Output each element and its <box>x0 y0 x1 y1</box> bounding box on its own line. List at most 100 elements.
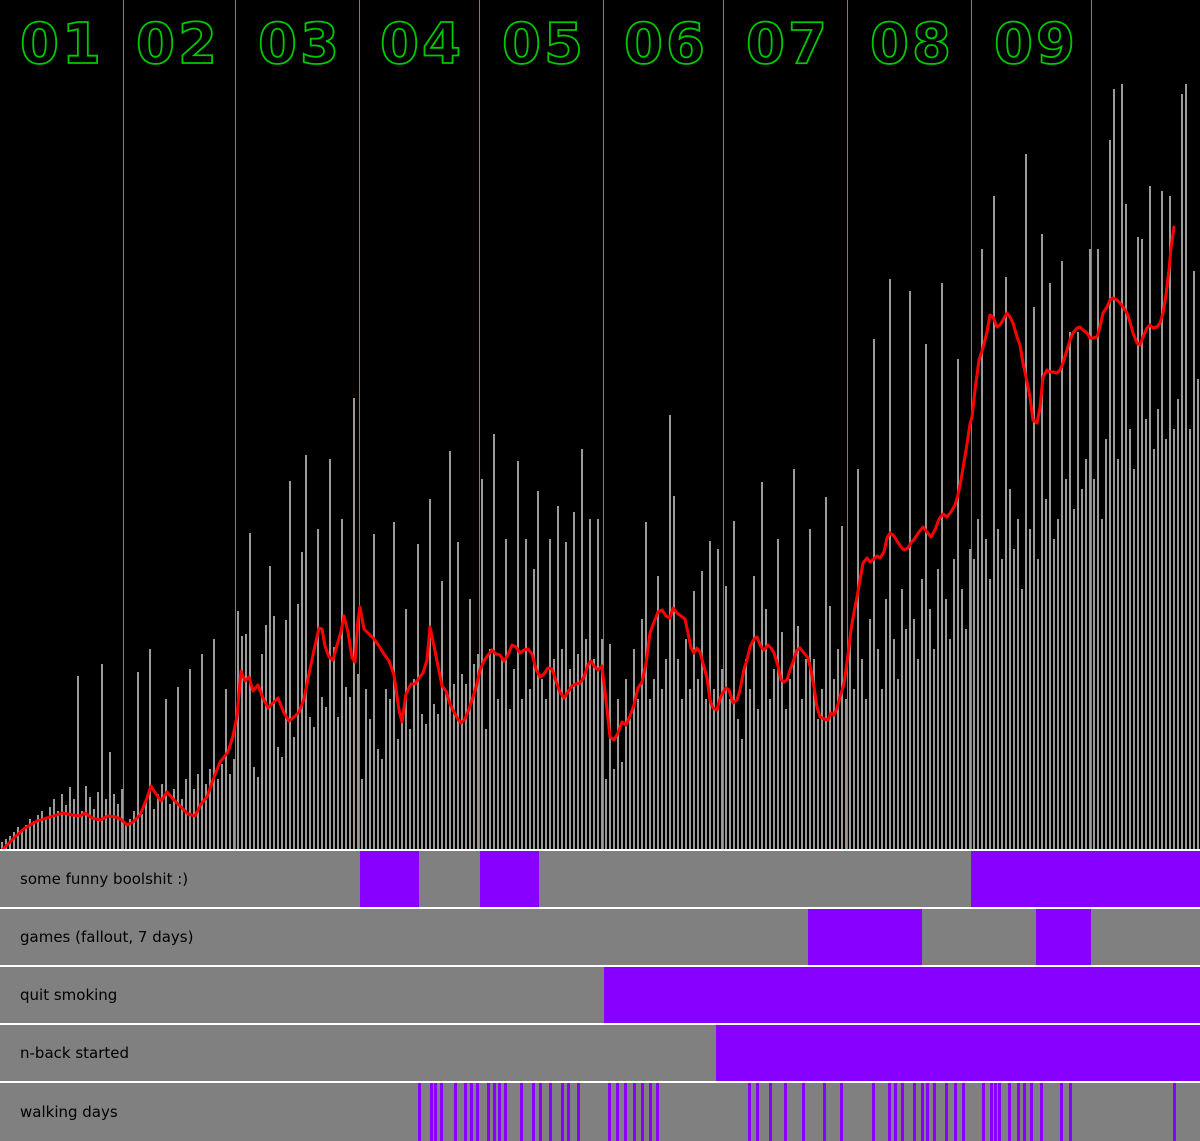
bar <box>49 807 51 849</box>
bar <box>921 579 923 849</box>
walking-day-tick <box>520 1083 523 1141</box>
month-labels: 01 02 03 04 05 06 07 08 09 <box>19 11 1078 78</box>
bar <box>897 679 899 849</box>
bar <box>589 519 591 849</box>
bar <box>1069 332 1071 849</box>
bar <box>349 697 351 849</box>
bar <box>585 639 587 849</box>
bar <box>681 699 683 849</box>
walking-day-tick <box>656 1083 659 1141</box>
bar <box>713 689 715 849</box>
bar <box>821 689 823 849</box>
bar <box>861 659 863 849</box>
bar <box>1077 332 1079 849</box>
moving-average-line <box>0 225 1176 849</box>
bar <box>77 676 79 849</box>
bar <box>889 279 891 849</box>
bar <box>1081 489 1083 849</box>
bar <box>45 817 47 849</box>
bar <box>365 689 367 849</box>
bar <box>261 654 263 849</box>
bar <box>329 459 331 849</box>
bar <box>117 804 119 849</box>
bar <box>189 669 191 849</box>
bar <box>657 576 659 849</box>
bar <box>961 589 963 849</box>
bar <box>253 767 255 849</box>
bar <box>161 784 163 849</box>
bar <box>345 687 347 849</box>
walking-day-tick <box>926 1083 929 1141</box>
bar <box>833 679 835 849</box>
bar <box>593 659 595 849</box>
bar <box>281 757 283 849</box>
bar <box>1165 439 1167 849</box>
bar <box>465 684 467 849</box>
walking-day-tick <box>1008 1083 1011 1141</box>
bar <box>289 481 291 849</box>
bar <box>1089 249 1091 849</box>
bar <box>385 689 387 849</box>
bar <box>353 398 355 849</box>
bar <box>1113 89 1115 849</box>
bar <box>1149 186 1151 849</box>
bar <box>401 719 403 849</box>
bar <box>217 779 219 849</box>
bar <box>977 519 979 849</box>
bar <box>1057 519 1059 849</box>
walking-day-tick <box>921 1083 924 1141</box>
bar <box>1193 271 1195 849</box>
bar <box>697 679 699 849</box>
bar <box>629 719 631 849</box>
bar <box>29 819 31 849</box>
bar <box>865 699 867 849</box>
track-separator <box>0 849 1200 851</box>
bar <box>509 709 511 849</box>
walking-day-tick <box>998 1083 1001 1141</box>
bar <box>81 811 83 849</box>
bar <box>245 634 247 849</box>
walking-day-tick <box>616 1083 619 1141</box>
bar <box>305 455 307 849</box>
bar <box>241 636 243 849</box>
month-label: 04 <box>380 12 464 77</box>
bar <box>65 805 67 849</box>
track-separator <box>0 965 1200 967</box>
bar <box>201 654 203 849</box>
bar <box>457 542 459 849</box>
walking-day-tick <box>430 1083 433 1141</box>
walking-day-tick <box>994 1083 997 1141</box>
walking-day-tick <box>1173 1083 1176 1141</box>
bar <box>41 811 43 849</box>
bar <box>157 794 159 849</box>
walking-day-tick <box>649 1083 652 1141</box>
bar <box>85 786 87 849</box>
walking-day-tick <box>476 1083 479 1141</box>
bar <box>809 529 811 849</box>
bar <box>633 649 635 849</box>
bar <box>825 497 827 849</box>
bar <box>981 249 983 849</box>
bar <box>425 724 427 849</box>
bar <box>1153 449 1155 849</box>
bar <box>685 639 687 849</box>
bar <box>497 699 499 849</box>
bar <box>605 779 607 849</box>
bar <box>1145 419 1147 849</box>
bar <box>661 689 663 849</box>
track-separator <box>0 907 1200 909</box>
bar <box>69 787 71 849</box>
bar <box>145 799 147 849</box>
bar <box>73 799 75 849</box>
walking-day-tick <box>1030 1083 1033 1141</box>
bar <box>213 639 215 849</box>
bar <box>173 789 175 849</box>
bar <box>769 699 771 849</box>
walking-day-tick <box>418 1083 421 1141</box>
bar <box>877 649 879 849</box>
bar <box>1025 154 1027 849</box>
walking-day-tick <box>493 1083 496 1141</box>
bar <box>417 544 419 849</box>
bar <box>817 719 819 849</box>
month-label: 09 <box>994 12 1078 77</box>
